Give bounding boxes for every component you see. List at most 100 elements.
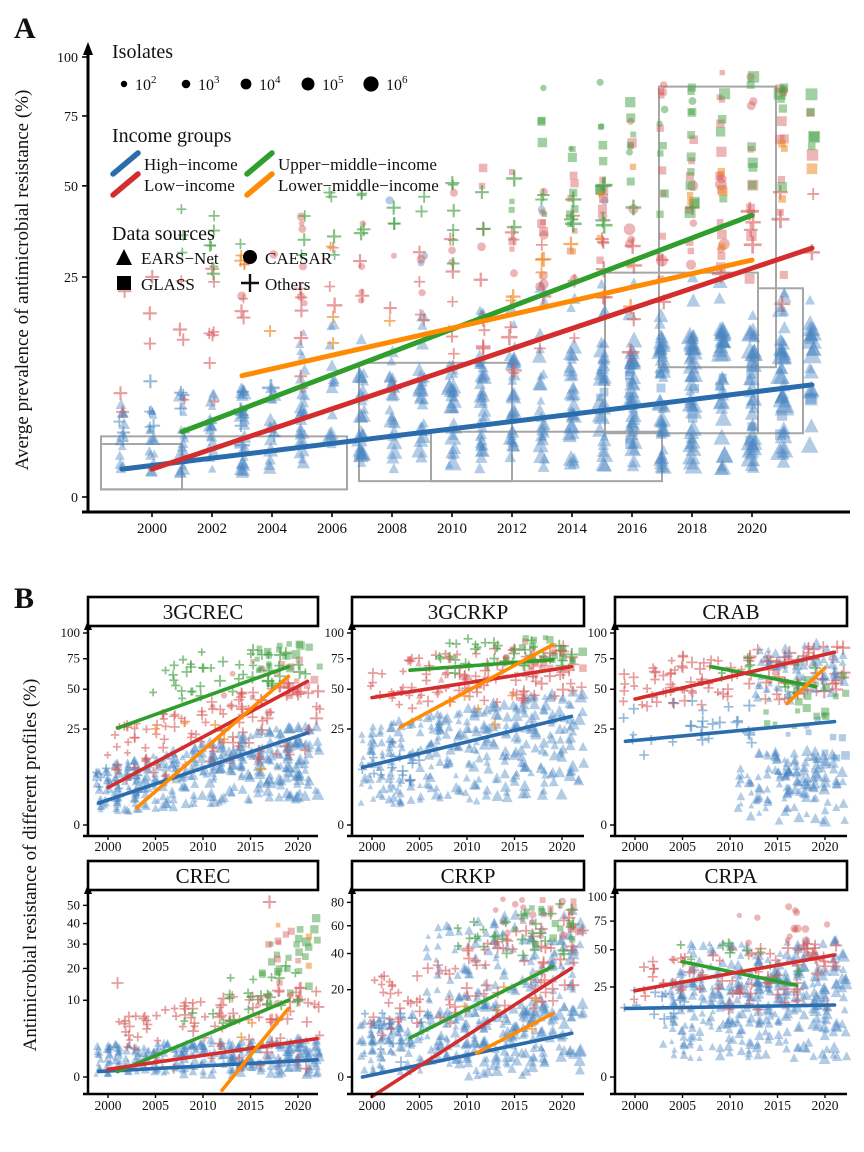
- scatter-point-high-triangle: [470, 1031, 478, 1039]
- scatter-point-high-triangle: [777, 425, 791, 439]
- scatter-point-high-triangle: [837, 948, 848, 959]
- scatter-point-high-triangle: [722, 1017, 734, 1028]
- scatter-point-high-triangle: [385, 784, 394, 793]
- scatter-point-upper-square: [822, 683, 831, 692]
- scatter-point-high-triangle: [764, 985, 772, 992]
- scatter-point-high-triangle: [808, 773, 819, 783]
- scatter-point-low-circle: [357, 297, 365, 304]
- scatter-point-high-triangle: [838, 798, 849, 808]
- scatter-point-low-plus: [235, 1053, 244, 1063]
- scatter-point-high-triangle: [445, 399, 459, 414]
- scatter-point-high-triangle: [95, 1064, 103, 1072]
- scatter-point-upper-square: [659, 141, 667, 150]
- scatter-point-high-triangle: [754, 682, 762, 690]
- scatter-point-high-triangle: [375, 762, 385, 771]
- scatter-point-high-triangle: [737, 771, 746, 779]
- scatter-point-high-triangle: [173, 465, 187, 478]
- scatter-point-high-triangle: [627, 370, 642, 385]
- scatter-point-high-triangle: [563, 345, 579, 360]
- scatter-point-high-triangle: [239, 466, 249, 476]
- scatter-point-high-triangle: [541, 749, 550, 757]
- trend-line-high: [96, 1058, 319, 1074]
- scatter-point-high-triangle: [520, 1029, 530, 1038]
- scatter-point-high-triangle: [562, 450, 580, 466]
- scatter-point-high-triangle: [162, 799, 172, 808]
- scatter-point-high-triangle: [425, 741, 433, 748]
- range-box: [658, 85, 777, 369]
- scatter-point-upper-plus: [718, 940, 729, 951]
- scatter-point-high-triangle: [766, 1011, 775, 1020]
- scatter-point-high-triangle: [743, 426, 763, 446]
- scatter-point-high-triangle: [228, 767, 237, 776]
- scatter-point-high-triangle: [781, 768, 789, 775]
- scatter-point-low-plus: [215, 704, 226, 715]
- scatter-point-high-triangle: [417, 376, 428, 387]
- scatter-point-high-triangle: [396, 800, 404, 808]
- scatter-point-low-plus: [169, 711, 180, 722]
- scatter-point-low-circle: [558, 931, 568, 940]
- scatter-point-high-triangle: [148, 407, 157, 416]
- scatter-point-low-plus: [326, 297, 343, 314]
- scatter-point-low-plus: [650, 667, 661, 678]
- scatter-point-high-triangle: [746, 392, 760, 406]
- scatter-point-upper-plus: [325, 190, 338, 203]
- scatter-point-high-triangle: [393, 726, 404, 737]
- scatter-point-high-triangle: [272, 724, 281, 733]
- scatter-point-high-triangle: [511, 1021, 521, 1031]
- scatter-point-high-triangle: [295, 769, 305, 779]
- scatter-point-high-triangle: [297, 455, 307, 464]
- scatter-point-high-triangle: [311, 1061, 321, 1071]
- scatter-point-high-triangle: [654, 449, 670, 464]
- scatter-point-high-triangle: [689, 1011, 700, 1021]
- scatter-point-high-triangle: [263, 458, 276, 471]
- scatter-point-high-triangle: [519, 760, 527, 768]
- scatter-point-high-triangle: [558, 1045, 570, 1056]
- scatter-point-high-triangle: [781, 950, 791, 960]
- scatter-point-low-plus: [385, 988, 396, 999]
- scatter-point-low-plus: [226, 991, 238, 1003]
- scatter-point-high-triangle: [264, 743, 276, 754]
- scatter-point-upper-plus: [168, 670, 178, 680]
- scatter-point-high-triangle: [187, 1042, 196, 1051]
- scatter-point-high-triangle: [441, 920, 452, 931]
- scatter-point-low-plus: [145, 269, 160, 284]
- scatter-point-high-triangle: [413, 390, 428, 405]
- scatter-point-high-triangle: [689, 979, 699, 988]
- scatter-point-high-triangle: [210, 776, 217, 783]
- scatter-point-high-triangle: [422, 951, 433, 961]
- scatter-point-high-triangle: [775, 780, 784, 788]
- y-tick-label: 75: [594, 651, 607, 666]
- scatter-point-high-triangle: [836, 972, 849, 984]
- scatter-point-high-triangle: [529, 1006, 541, 1017]
- scatter-point-high-triangle: [460, 965, 469, 973]
- x-tick-label: 2012: [497, 521, 527, 537]
- scatter-point-high-triangle: [435, 1041, 446, 1051]
- scatter-point-upper-square: [538, 908, 546, 916]
- scatter-point-low-plus: [647, 956, 659, 967]
- x-tick-label: 2010: [190, 1098, 217, 1113]
- x-tick-label: 2020: [737, 521, 767, 537]
- scatter-point-low-square: [292, 688, 300, 696]
- scatter-point-high-triangle: [312, 1045, 324, 1057]
- scatter-point-upper-square: [276, 646, 282, 653]
- legend-high-income: High−income: [144, 155, 238, 174]
- scatter-point-high-plus: [234, 419, 248, 432]
- scatter-point-high-triangle: [379, 752, 386, 759]
- scatter-point-high-triangle: [396, 797, 404, 805]
- scatter-point-high-triangle: [504, 450, 517, 463]
- scatter-point-high-triangle: [675, 1005, 686, 1015]
- scatter-point-low-plus: [176, 333, 190, 347]
- scatter-point-high-triangle: [809, 1051, 818, 1061]
- scatter-point-low-plus: [142, 725, 151, 734]
- scatter-point-high-triangle: [490, 1052, 502, 1063]
- scatter-point-high-triangle: [756, 682, 764, 690]
- scatter-point-high-triangle: [195, 1040, 206, 1050]
- scatter-point-low-plus: [480, 979, 493, 992]
- scatter-point-high-triangle: [709, 988, 717, 995]
- scatter-point-high-triangle: [237, 732, 249, 744]
- scatter-point-high-triangle: [763, 785, 772, 793]
- scatter-point-low-plus: [422, 695, 434, 707]
- scatter-point-low-circle: [774, 659, 781, 665]
- scatter-point-high-triangle: [536, 396, 546, 405]
